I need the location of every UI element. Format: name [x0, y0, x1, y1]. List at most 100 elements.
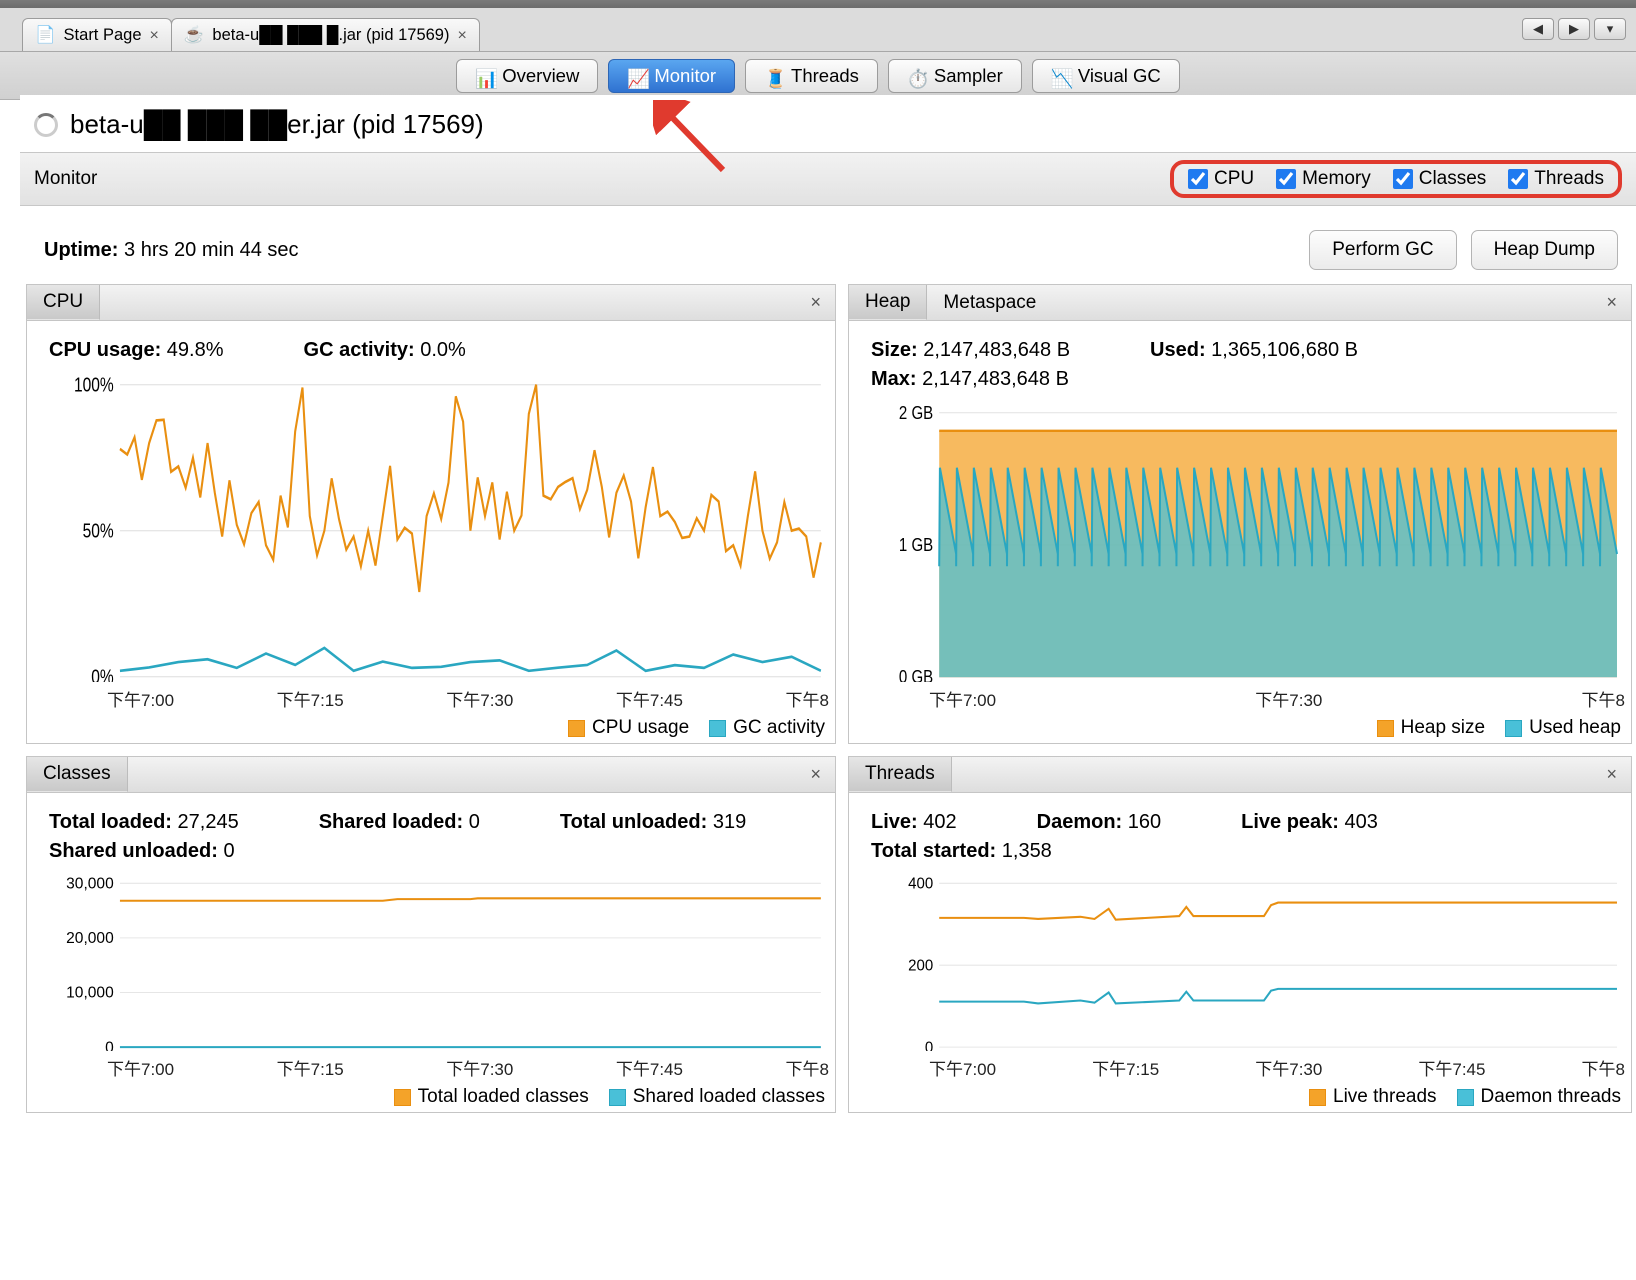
doc-tab-label: Start Page: [64, 26, 142, 45]
perform-gc-button[interactable]: Perform GC: [1309, 230, 1456, 270]
checkbox-input[interactable]: [1393, 169, 1413, 189]
tab-visual-gc[interactable]: 📉 Visual GC: [1032, 59, 1180, 93]
action-row: Uptime: 3 hrs 20 min 44 sec Perform GC H…: [20, 206, 1636, 284]
doc-tab-start-page[interactable]: 📄 Start Page ×: [22, 18, 172, 51]
svg-text:30,000: 30,000: [66, 875, 114, 892]
tab-threads[interactable]: 🧵Threads: [745, 59, 878, 93]
x-tick: 下午8: [1582, 1055, 1625, 1080]
x-tick: 下午7:15: [277, 686, 344, 711]
svg-text:1 GB: 1 GB: [899, 535, 933, 556]
legend-swatch: [709, 720, 726, 737]
close-icon[interactable]: ×: [1592, 292, 1631, 313]
x-tick: 下午8: [1582, 686, 1625, 711]
nav-back-button[interactable]: ◀: [1522, 18, 1554, 40]
checkbox-input[interactable]: [1508, 169, 1528, 189]
nav-menu-button[interactable]: ▾: [1594, 18, 1626, 40]
document-tabs: 📄 Start Page × ☕ beta-u██ ███ █.jar (pid…: [0, 8, 1636, 52]
nav-forward-button[interactable]: ▶: [1558, 18, 1590, 40]
legend-swatch: [1505, 720, 1522, 737]
content-area: beta-u██ ███ ██er.jar (pid 17569) Monito…: [20, 95, 1636, 1280]
checkbox-label: CPU: [1214, 168, 1254, 190]
svg-text:0: 0: [925, 1039, 933, 1051]
tab-label: Visual GC: [1078, 65, 1161, 87]
close-icon[interactable]: ×: [457, 27, 466, 45]
panel-title: Threads: [849, 757, 952, 792]
svg-text:10,000: 10,000: [66, 985, 114, 1002]
legend-item: Heap size: [1377, 717, 1486, 739]
section-title: Monitor: [34, 168, 97, 190]
panel-threads: Threads × Live: 402Daemon: 160Live peak: 4…: [848, 756, 1632, 1113]
legend-swatch: [1457, 1089, 1474, 1106]
legend-item: GC activity: [709, 717, 825, 739]
panel-stats: Live: 402Daemon: 160Live peak: 403Total …: [849, 793, 1631, 871]
svg-text:200: 200: [908, 957, 933, 974]
x-tick: 下午8: [786, 1055, 829, 1080]
svg-text:0 GB: 0 GB: [899, 667, 933, 682]
x-tick: 下午7:30: [1255, 686, 1322, 711]
close-icon[interactable]: ×: [1592, 764, 1631, 785]
legend-item: Live threads: [1309, 1086, 1437, 1108]
panel-stats: CPU usage: 49.8%GC activity: 0.0%: [27, 321, 835, 370]
stat: Total unloaded: 319: [560, 811, 746, 834]
chart: 400 200 0: [859, 875, 1621, 1051]
checkbox-memory[interactable]: Memory: [1276, 168, 1371, 190]
x-axis: 下午7:00 下午7:30 下午8: [849, 682, 1631, 711]
svg-text:100%: 100%: [74, 374, 114, 396]
checkbox-threads[interactable]: Threads: [1508, 168, 1604, 190]
tab-label: Overview: [502, 65, 579, 87]
tab-sampler[interactable]: ⏱️ Sampler: [888, 59, 1022, 93]
tab-label: Sampler: [934, 65, 1003, 87]
svg-text:2 GB: 2 GB: [899, 403, 933, 423]
chart: 2 GB 1 GB 0 GB: [859, 403, 1621, 682]
window-bar: [0, 0, 1636, 8]
monitor-bar: Monitor CPU Memory Classes Threads: [20, 152, 1636, 206]
panel-header: CPU×: [27, 285, 835, 321]
close-icon[interactable]: ×: [796, 764, 835, 785]
stat: Shared unloaded: 0: [49, 840, 235, 863]
panel-heap: HeapMetaspace × Size: 2,147,483,648 BUsed:…: [848, 284, 1632, 744]
svg-text:20,000: 20,000: [66, 930, 114, 947]
svg-text:400: 400: [908, 875, 933, 892]
tab-monitor[interactable]: 📈Monitor: [608, 59, 735, 93]
toolbar-tabs: 📊Overview 📈Monitor 🧵Threads ⏱️ Sampler 📉 Visua…: [0, 52, 1636, 100]
checkbox-classes[interactable]: Classes: [1393, 168, 1487, 190]
checkbox-label: Memory: [1302, 168, 1371, 190]
x-tick: 下午7:15: [277, 1055, 344, 1080]
panel-stats: Total loaded: 27,245Shared loaded: 0Tota…: [27, 793, 835, 871]
legend-swatch: [609, 1089, 626, 1106]
chart: 100%50%0%: [37, 374, 825, 682]
monitor-icon: 📈: [627, 68, 647, 84]
doc-tab-label: beta-u██ ███ █.jar (pid 17569): [212, 26, 449, 45]
uptime-label: Uptime:: [44, 239, 118, 261]
panel-classes: Classes × Total loaded: 27,245Shared loade…: [26, 756, 836, 1113]
legend-label: CPU usage: [592, 717, 689, 739]
legend-swatch: [1309, 1089, 1326, 1106]
checkbox-label: Threads: [1534, 168, 1604, 190]
x-tick: 下午7:00: [107, 686, 174, 711]
tab-overview[interactable]: 📊Overview: [456, 59, 598, 93]
x-tick: 下午7:15: [1092, 1055, 1159, 1080]
tab-label: Threads: [791, 65, 859, 87]
x-tick: 下午7:45: [1418, 1055, 1485, 1080]
doc-tab-jar[interactable]: ☕ beta-u██ ███ █.jar (pid 17569) ×: [171, 18, 480, 51]
panel-stats: Size: 2,147,483,648 BUsed: 1,365,106,680…: [849, 321, 1631, 399]
title-row: beta-u██ ███ ██er.jar (pid 17569): [20, 95, 1636, 152]
sampler-icon: ⏱️: [907, 68, 927, 84]
page-title: beta-u██ ███ ██er.jar (pid 17569): [70, 109, 484, 140]
checkbox-cpu[interactable]: CPU: [1188, 168, 1254, 190]
svg-text:0%: 0%: [91, 665, 113, 682]
x-tick: 下午7:00: [929, 686, 996, 711]
close-icon[interactable]: ×: [796, 292, 835, 313]
panel-tab-heap[interactable]: Heap: [849, 285, 927, 320]
checkbox-input[interactable]: [1188, 169, 1208, 189]
stat: Size: 2,147,483,648 B: [871, 339, 1070, 362]
panel-title: Classes: [27, 757, 128, 792]
legend: Total loaded classesShared loaded classe…: [27, 1080, 835, 1112]
heap-dump-button[interactable]: Heap Dump: [1471, 230, 1618, 270]
panel-tab-metaspace[interactable]: Metaspace: [927, 286, 1052, 320]
spinner-icon: [34, 113, 58, 137]
close-icon[interactable]: ×: [150, 27, 159, 45]
legend-label: GC activity: [733, 717, 825, 739]
checkbox-input[interactable]: [1276, 169, 1296, 189]
visual gc-icon: 📉: [1051, 68, 1071, 84]
